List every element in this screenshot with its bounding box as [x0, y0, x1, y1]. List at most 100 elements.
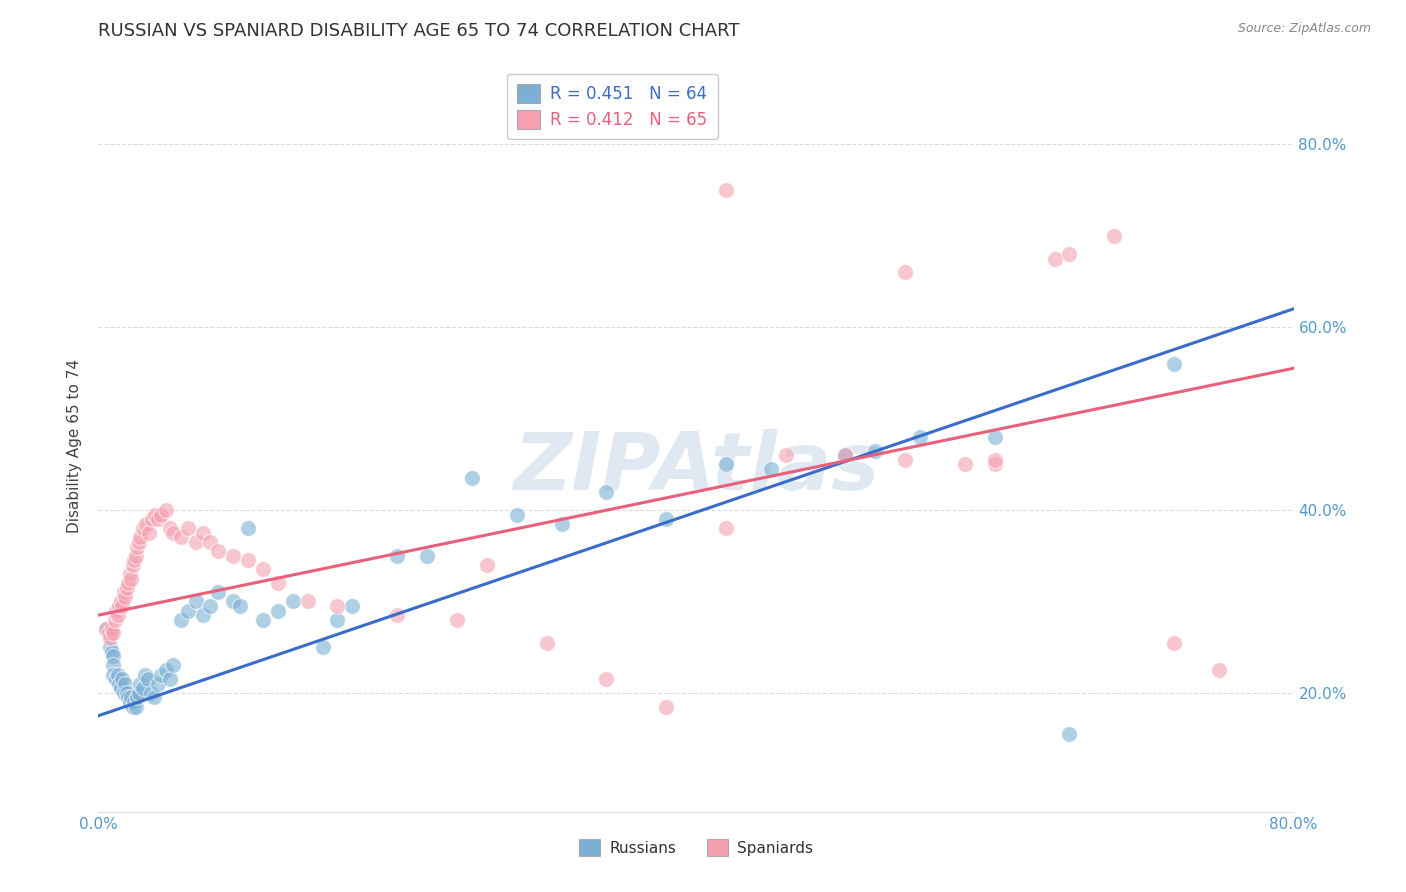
Text: ZIPAtlas: ZIPAtlas	[513, 429, 879, 507]
Point	[191, 608, 214, 623]
Point	[252, 562, 274, 576]
Point	[385, 608, 409, 623]
Point	[127, 540, 149, 554]
Point	[655, 512, 678, 526]
Point	[118, 695, 141, 709]
Point	[984, 430, 1007, 444]
Point	[200, 599, 222, 613]
Point	[714, 457, 737, 471]
Legend: Russians, Spaniards: Russians, Spaniards	[572, 833, 820, 863]
Point	[117, 690, 139, 705]
Point	[1104, 228, 1126, 243]
Point	[984, 457, 1007, 471]
Point	[103, 658, 125, 673]
Point	[121, 699, 143, 714]
Point	[107, 667, 129, 681]
Point	[236, 553, 259, 567]
Point	[177, 604, 200, 618]
Point	[159, 521, 181, 535]
Point	[121, 558, 143, 572]
Point	[200, 535, 222, 549]
Point	[94, 622, 117, 636]
Point	[125, 699, 148, 714]
Point	[775, 448, 797, 462]
Point	[97, 626, 120, 640]
Point	[107, 608, 129, 623]
Point	[297, 594, 319, 608]
Point	[162, 658, 184, 673]
Point	[169, 530, 191, 544]
Point	[311, 640, 333, 655]
Point	[222, 549, 245, 563]
Point	[184, 535, 207, 549]
Point	[129, 676, 152, 690]
Point	[342, 599, 364, 613]
Point	[128, 535, 150, 549]
Point	[128, 686, 150, 700]
Point	[98, 640, 122, 655]
Point	[110, 681, 132, 696]
Point	[108, 599, 131, 613]
Point	[114, 676, 136, 690]
Point	[267, 604, 290, 618]
Point	[267, 576, 290, 591]
Point	[103, 626, 125, 640]
Point	[142, 690, 165, 705]
Point	[595, 484, 617, 499]
Point	[714, 183, 737, 197]
Point	[984, 452, 1007, 467]
Point	[104, 613, 127, 627]
Point	[169, 613, 191, 627]
Point	[141, 512, 163, 526]
Point	[229, 599, 252, 613]
Y-axis label: Disability Age 65 to 74: Disability Age 65 to 74	[67, 359, 83, 533]
Point	[150, 508, 173, 522]
Point	[834, 448, 856, 462]
Point	[108, 676, 131, 690]
Point	[135, 516, 157, 531]
Point	[110, 594, 132, 608]
Point	[101, 622, 124, 636]
Point	[894, 265, 917, 279]
Point	[148, 676, 170, 690]
Point	[120, 572, 142, 586]
Point	[222, 594, 245, 608]
Point	[416, 549, 439, 563]
Point	[236, 521, 259, 535]
Point	[184, 594, 207, 608]
Point	[98, 631, 122, 645]
Point	[136, 672, 159, 686]
Point	[115, 581, 138, 595]
Point	[103, 667, 125, 681]
Point	[461, 471, 484, 485]
Point	[159, 672, 181, 686]
Point	[162, 525, 184, 540]
Point	[759, 462, 782, 476]
Point	[134, 667, 156, 681]
Point	[1163, 635, 1185, 649]
Point	[138, 525, 160, 540]
Point	[191, 525, 214, 540]
Point	[150, 667, 173, 681]
Point	[114, 590, 136, 604]
Point	[143, 508, 166, 522]
Point	[129, 530, 152, 544]
Point	[118, 567, 141, 582]
Point	[103, 649, 125, 664]
Text: RUSSIAN VS SPANIARD DISABILITY AGE 65 TO 74 CORRELATION CHART: RUSSIAN VS SPANIARD DISABILITY AGE 65 TO…	[98, 22, 740, 40]
Point	[124, 553, 146, 567]
Point	[207, 585, 229, 599]
Point	[1059, 727, 1081, 741]
Point	[207, 544, 229, 558]
Point	[1043, 252, 1066, 266]
Point	[475, 558, 498, 572]
Point	[101, 645, 124, 659]
Point	[148, 512, 170, 526]
Point	[550, 516, 572, 531]
Point	[536, 635, 558, 649]
Point	[132, 681, 155, 696]
Point	[326, 613, 349, 627]
Point	[155, 663, 177, 677]
Point	[124, 695, 146, 709]
Point	[112, 686, 135, 700]
